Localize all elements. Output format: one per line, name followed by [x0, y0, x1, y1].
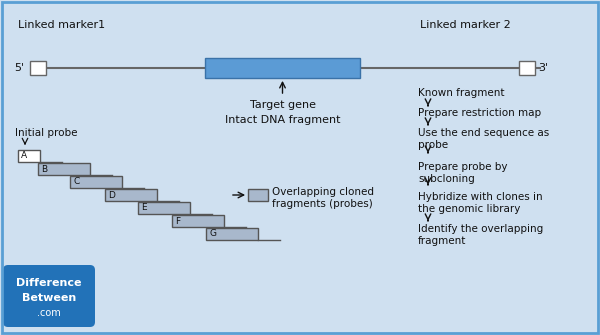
- Text: Known fragment: Known fragment: [418, 88, 505, 98]
- Text: Hybridize with clones in
the genomic library: Hybridize with clones in the genomic lib…: [418, 192, 542, 214]
- Text: .com: .com: [37, 308, 61, 318]
- Bar: [519, 61, 535, 75]
- Text: A: A: [21, 151, 27, 160]
- FancyBboxPatch shape: [3, 265, 95, 327]
- Text: Use the end sequence as
probe: Use the end sequence as probe: [418, 128, 549, 150]
- Text: C: C: [73, 178, 79, 187]
- Bar: [18, 150, 40, 162]
- Text: 3': 3': [538, 63, 548, 73]
- Text: Between: Between: [22, 293, 76, 303]
- Text: B: B: [41, 164, 47, 174]
- Text: Prepare restriction map: Prepare restriction map: [418, 108, 541, 118]
- Text: Overlapping cloned
fragments (probes): Overlapping cloned fragments (probes): [272, 187, 374, 209]
- Bar: [138, 202, 190, 214]
- Text: G: G: [209, 229, 216, 239]
- Text: Linked marker 2: Linked marker 2: [420, 20, 511, 30]
- Text: 5': 5': [14, 63, 24, 73]
- Bar: [205, 58, 360, 78]
- Text: Difference: Difference: [16, 278, 82, 288]
- Bar: [172, 215, 224, 227]
- Text: Target gene: Target gene: [250, 100, 316, 110]
- Text: E: E: [141, 203, 146, 212]
- Bar: [206, 228, 258, 240]
- Bar: [70, 176, 122, 188]
- Bar: [105, 189, 157, 201]
- Bar: [30, 61, 46, 75]
- Text: Prepare probe by
subcloning: Prepare probe by subcloning: [418, 162, 508, 184]
- Text: D: D: [108, 191, 115, 200]
- Text: Identify the overlapping
fragment: Identify the overlapping fragment: [418, 224, 543, 247]
- Text: Intact DNA fragment: Intact DNA fragment: [225, 115, 340, 125]
- Bar: [248, 189, 268, 201]
- Text: Initial probe: Initial probe: [15, 128, 77, 138]
- Text: Linked marker1: Linked marker1: [18, 20, 105, 30]
- Bar: [38, 163, 90, 175]
- Text: F: F: [175, 216, 180, 225]
